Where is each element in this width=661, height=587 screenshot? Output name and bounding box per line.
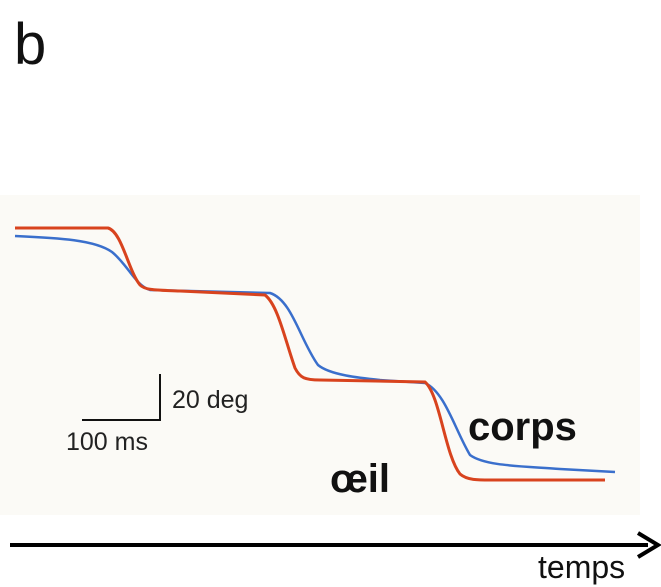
scale-vertical-label: 20 deg (172, 386, 248, 414)
time-label: temps (538, 549, 625, 585)
eye-trace (15, 226, 605, 482)
scale-horizontal-label: 100 ms (66, 428, 148, 456)
eye-label: œil (330, 457, 390, 501)
body-label: corps (468, 405, 577, 449)
panel-label: b (14, 12, 46, 77)
time-arrowhead (636, 531, 661, 559)
body-trace (14, 234, 616, 474)
